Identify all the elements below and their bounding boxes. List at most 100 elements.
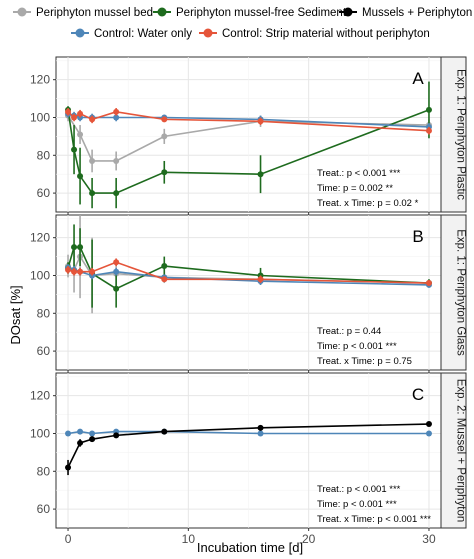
data-point [161,169,168,176]
legend-label: Periphyton mussel-free Sediment [176,7,347,19]
series-line [67,109,430,194]
legend-label: Periphyton mussel bed [36,7,153,19]
data-point [161,276,168,283]
data-point [65,108,72,115]
data-point [77,268,84,275]
data-point [89,430,96,437]
data-point [113,285,120,292]
stat-annotation: Treat.: p < 0.001 *** [317,484,401,495]
panel-letter: B [412,227,423,246]
y-tick-label: 120 [30,73,50,87]
stat-annotation: Treat. x Time: p = 0.75 [317,356,412,367]
data-point [113,157,120,164]
data-point [77,131,84,138]
x-tick-label: 30 [422,532,436,546]
series-control-strip-material-without-periphyton [65,258,432,287]
legend-key-marker [157,7,167,17]
y-tick-label: 60 [37,344,51,358]
data-point [65,266,72,273]
stat-annotation: Time: p = 0.002 ** [317,183,393,194]
data-point [161,116,168,123]
panel-c: 60 80 100 120 C Treat.: p < 0.001 *** Time: p … [30,372,467,531]
series-periphyton-mussel-free-sediment [65,81,432,209]
chart-panels: 60 80 100 120 A Treat.: p < 0.001 *** Time: p … [30,56,467,531]
data-point [257,171,264,178]
data-point [89,190,96,197]
data-point [113,108,120,115]
facet-strip [440,372,467,529]
legend-key-marker [75,28,85,38]
data-point [65,464,72,471]
y-tick-label: 80 [37,306,51,320]
x-axis-title: Incubation time [d] [197,540,303,555]
data-point [425,430,432,437]
data-point [77,439,84,446]
data-point [161,133,168,140]
y-tick-label: 80 [37,148,51,162]
panel-letter: C [412,385,424,404]
data-point [161,263,168,270]
stat-annotation: Treat. x Time: p = 0.02 * [317,198,419,209]
data-point [71,244,78,251]
y-tick-label: 120 [30,231,50,245]
stat-annotation: Time: p < 0.001 *** [317,341,397,352]
data-point [425,280,432,287]
data-point [89,268,96,275]
series-control-strip-material-without-periphyton [65,108,432,135]
data-point [77,110,84,117]
y-tick-label: 100 [30,268,50,282]
panel-b: 60 80 100 120 B Treat.: p = 0.44 Time: p < 0.0… [30,214,467,373]
facet-strip [440,214,467,371]
legend-key-marker [343,7,353,17]
y-tick-label: 100 [30,426,50,440]
y-axis-title: DOsat [%] [8,285,23,344]
x-axis: 0 10 20 30 [65,532,436,546]
facet-strip-label: Exp. 2: Mussel + Periphyton [455,379,467,523]
data-point [89,116,96,123]
data-point [257,424,264,431]
data-point [77,244,84,251]
stat-annotation: Treat.: p < 0.001 *** [317,168,401,179]
data-point [257,430,264,437]
y-tick-label: 120 [30,389,50,403]
data-point [113,114,120,121]
data-point [71,114,78,121]
facet-strip-label: Exp. 1: Periphyton Glass [455,229,467,356]
panel-a: 60 80 100 120 A Treat.: p < 0.001 *** Time: p … [30,56,467,215]
data-point [71,268,78,275]
y-tick-label: 60 [37,186,51,200]
series-mussels-periphyton [65,421,432,476]
data-point [113,259,120,266]
y-tick-label: 80 [37,464,51,478]
data-point [257,118,264,125]
data-point [65,430,72,437]
y-tick-label: 100 [30,110,50,124]
data-point [257,276,264,283]
legend-label: Control: Strip material without periphyt… [222,28,430,40]
legend-label: Control: Water only [94,28,192,40]
data-point [425,106,432,113]
data-point [77,428,84,435]
stat-annotation: Treat. x Time: p < 0.001 *** [317,514,431,525]
data-point [77,173,84,180]
data-point [113,268,120,275]
data-point [425,127,432,134]
stat-annotation: Time: p < 0.001 *** [317,499,397,510]
legend-key-marker [203,28,213,38]
data-point [89,157,96,164]
data-point [425,421,432,428]
stat-annotation: Treat.: p = 0.44 [317,326,381,337]
data-point [89,436,96,443]
data-point [71,146,78,153]
y-tick-label: 60 [37,502,51,516]
facet-strip-label: Exp. 1: Periphyton Plastic [455,69,467,200]
legend: Periphyton mussel bed Periphyton mussel-f… [13,7,472,40]
facet-strip [440,56,467,213]
data-point [113,432,120,439]
x-tick-label: 20 [302,532,316,546]
data-point [113,190,120,197]
x-tick-label: 0 [65,532,72,546]
panel-letter: A [412,69,424,88]
legend-key-marker [17,7,27,17]
